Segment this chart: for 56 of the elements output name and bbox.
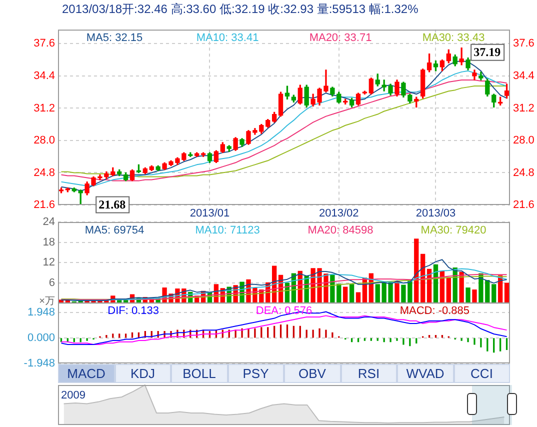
text: MA5: 32.15	[86, 32, 143, 44]
text: MA30: 33.43	[422, 32, 485, 44]
y-axis-title: ×万	[39, 296, 55, 308]
bar	[504, 282, 510, 304]
y-tick-label: 28.0	[34, 134, 55, 147]
annotation: 37.19	[474, 44, 501, 59]
y-tick-label: 34.4	[34, 70, 55, 82]
bar	[375, 284, 380, 304]
text: OBV	[284, 364, 340, 383]
y-tick-label: 12	[42, 256, 55, 269]
x-tick-label: 2013/03	[416, 208, 456, 220]
y2-tick-label: 31.2	[513, 102, 534, 114]
chart-title: 2013/03/18开:32.46 高:33.60 低:32.19 收:32.93 量:59513 幅:1.32%	[62, 1, 418, 18]
y-tick-label: 31.2	[34, 102, 55, 114]
text: BOLL	[171, 364, 228, 383]
x-tick-label: 2013/01	[190, 208, 230, 220]
bar	[492, 284, 496, 304]
bar	[356, 292, 361, 304]
y-tick-label: 6	[48, 277, 55, 290]
text: MA20: 84598	[308, 224, 374, 237]
text: KDJ	[114, 364, 171, 383]
text: RSI	[340, 364, 397, 383]
text: CCI	[454, 364, 510, 383]
text: MA5: 69754	[84, 224, 144, 237]
y-tick-label: 0.000	[27, 332, 55, 344]
text: MA10: 33.41	[196, 32, 259, 44]
y-tick-label: 1.948	[27, 306, 55, 318]
bar	[472, 290, 477, 304]
text: MA10: 71123	[195, 224, 260, 237]
y-tick-label: -1.948	[24, 357, 55, 370]
bar	[466, 287, 470, 304]
y2-tick-label: 37.6	[513, 38, 534, 50]
y-tick-label: 24	[42, 216, 55, 228]
bar	[446, 277, 451, 304]
text: MA20: 33.71	[309, 32, 372, 44]
y2-tick-label: 24.8	[513, 166, 534, 179]
bar	[459, 272, 464, 304]
y2-tick-label: 21.6	[513, 199, 534, 212]
bar	[394, 281, 400, 304]
y2-tick-label: 28.0	[513, 134, 534, 147]
series-label: DIF: 0.133	[108, 305, 160, 318]
y2-tick-label: 34.4	[513, 70, 534, 82]
y-tick-label: 24.8	[34, 166, 55, 179]
y-tick-label: 18	[42, 236, 55, 248]
y-tick-label: 37.6	[34, 38, 55, 50]
annotation: 21.68	[98, 197, 126, 212]
y-tick-label: 21.6	[34, 199, 55, 212]
text: MA30: 79420	[420, 224, 486, 237]
text: WVAD	[397, 364, 454, 383]
bar	[343, 286, 348, 304]
annotation: 2009	[61, 390, 86, 402]
bar	[349, 284, 354, 304]
text: PSY	[228, 364, 284, 383]
series-label: MACD: -0.885	[400, 305, 470, 318]
text: MACD	[58, 364, 114, 383]
x-tick-label: 2013/02	[319, 208, 359, 220]
